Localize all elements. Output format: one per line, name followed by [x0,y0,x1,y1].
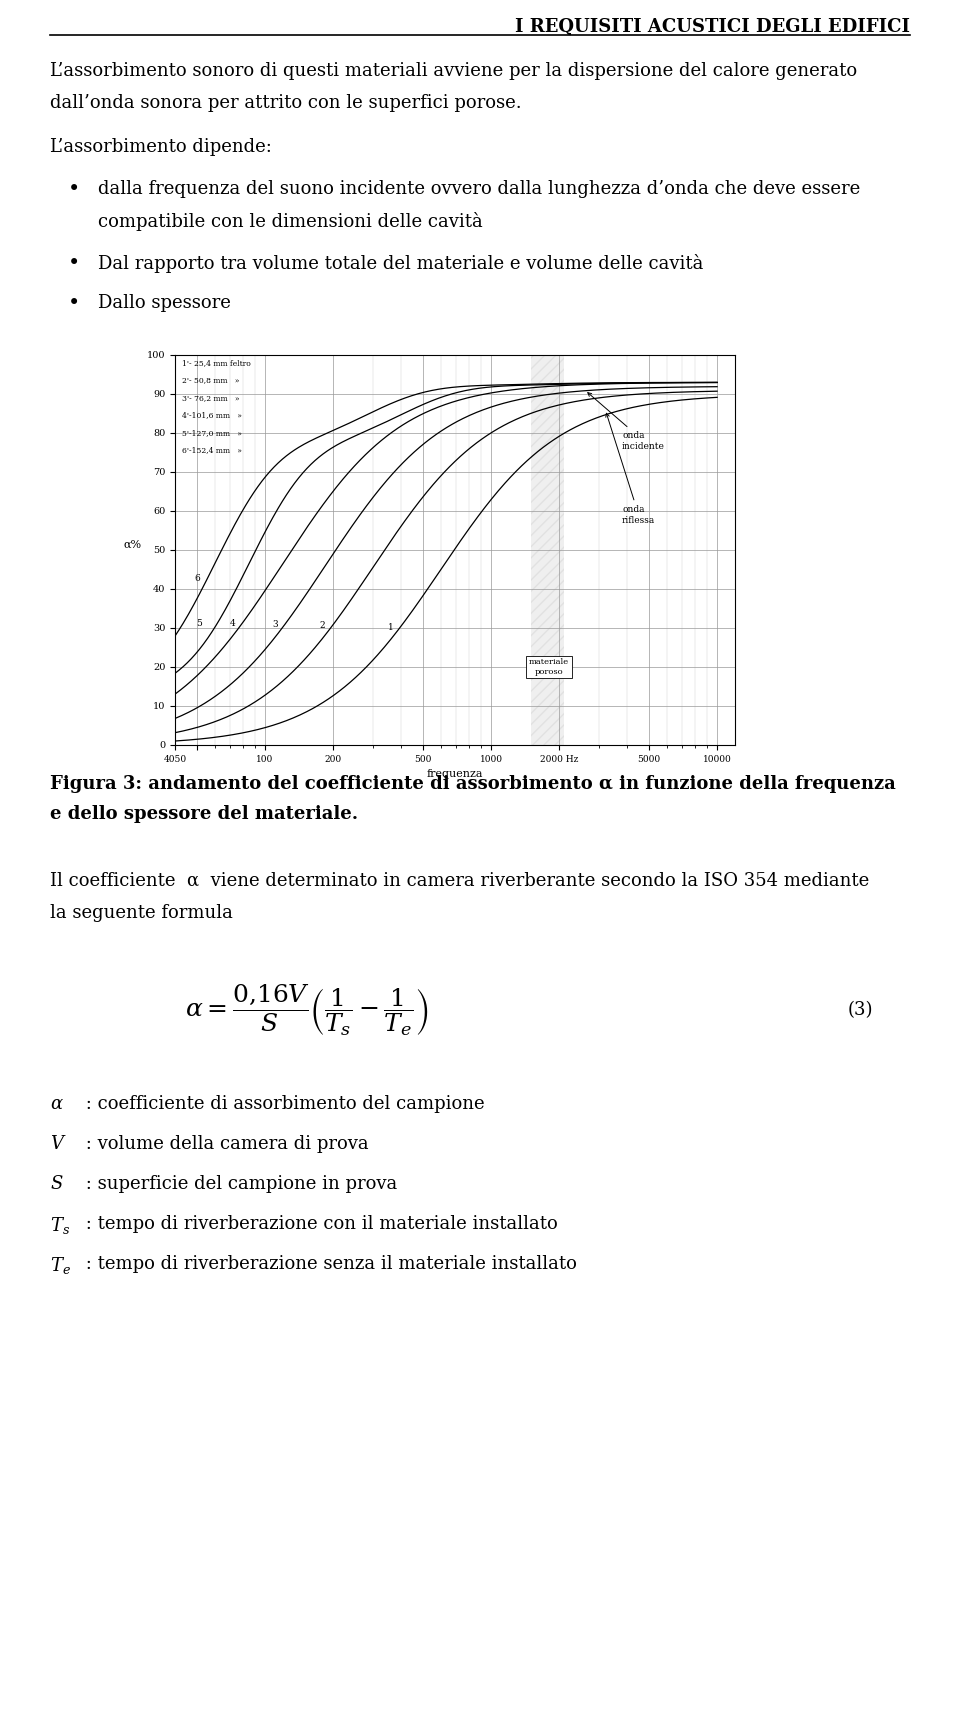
Text: 1: 1 [388,622,394,631]
X-axis label: frequenza: frequenza [427,770,483,780]
Text: : superficie del campione in prova: : superficie del campione in prova [80,1176,397,1193]
Text: 3'- 76,2 mm   »: 3'- 76,2 mm » [182,394,240,403]
Text: I REQUISITI ACUSTICI DEGLI EDIFICI: I REQUISITI ACUSTICI DEGLI EDIFICI [515,19,910,36]
Text: •: • [68,295,81,314]
Text: 5: 5 [196,619,202,627]
Y-axis label: α%: α% [124,540,142,550]
Text: : coefficiente di assorbimento del campione: : coefficiente di assorbimento del campi… [80,1095,485,1112]
Text: onda
riflessa: onda riflessa [606,413,656,524]
Text: 4: 4 [229,619,235,627]
Text: 6: 6 [194,574,200,583]
Text: $T_s$: $T_s$ [50,1215,70,1236]
Text: onda
incidente: onda incidente [588,393,665,451]
Text: dalla frequenza del suono incidente ovvero dalla lunghezza d’onda che deve esser: dalla frequenza del suono incidente ovve… [98,180,860,199]
Text: (3): (3) [848,1001,874,1020]
Text: $V$: $V$ [50,1135,66,1154]
Text: $\alpha = \dfrac{0{,}16V}{S}\left(\dfrac{1}{T_s} - \dfrac{1}{T_e}\right)$: $\alpha = \dfrac{0{,}16V}{S}\left(\dfrac… [185,982,429,1039]
Text: Il coefficiente  α  viene determinato in camera riverberante secondo la ISO 354 : Il coefficiente α viene determinato in c… [50,872,869,890]
Text: •: • [68,180,81,199]
Text: •: • [68,254,81,273]
Text: compatibile con le dimensioni delle cavità: compatibile con le dimensioni delle cavi… [98,213,483,231]
Text: L’assorbimento dipende:: L’assorbimento dipende: [50,139,272,156]
Text: dall’onda sonora per attrito con le superfici porose.: dall’onda sonora per attrito con le supe… [50,94,521,111]
Text: : tempo di riverberazione con il materiale installato: : tempo di riverberazione con il materia… [80,1215,558,1232]
Text: 4'-101,6 mm   »: 4'-101,6 mm » [182,411,242,420]
Text: 2: 2 [320,622,325,631]
Text: $T_e$: $T_e$ [50,1255,71,1275]
Text: e dello spessore del materiale.: e dello spessore del materiale. [50,806,358,823]
Text: $S$: $S$ [50,1176,63,1193]
Text: la seguente formula: la seguente formula [50,903,233,922]
Text: $\alpha$: $\alpha$ [50,1095,63,1112]
Text: materiale
poroso: materiale poroso [529,658,569,675]
Text: : tempo di riverberazione senza il materiale installato: : tempo di riverberazione senza il mater… [80,1255,577,1274]
Bar [531,355,564,746]
Text: 6'-152,4 mm   »: 6'-152,4 mm » [182,447,242,454]
Text: 3: 3 [273,620,278,629]
Text: Dallo spessore: Dallo spessore [98,295,230,312]
Text: 5'-127,0 mm   »: 5'-127,0 mm » [182,428,242,437]
Text: Dal rapporto tra volume totale del materiale e volume delle cavità: Dal rapporto tra volume totale del mater… [98,254,704,273]
Text: Figura 3: andamento del coefficiente di assorbimento α in funzione della frequen: Figura 3: andamento del coefficiente di … [50,775,896,794]
Text: 1'- 25,4 mm feltro: 1'- 25,4 mm feltro [182,358,251,367]
Text: 2'- 50,8 mm   »: 2'- 50,8 mm » [182,377,240,384]
Text: : volume della camera di prova: : volume della camera di prova [80,1135,369,1154]
Text: L’assorbimento sonoro di questi materiali avviene per la dispersione del calore : L’assorbimento sonoro di questi material… [50,62,857,81]
